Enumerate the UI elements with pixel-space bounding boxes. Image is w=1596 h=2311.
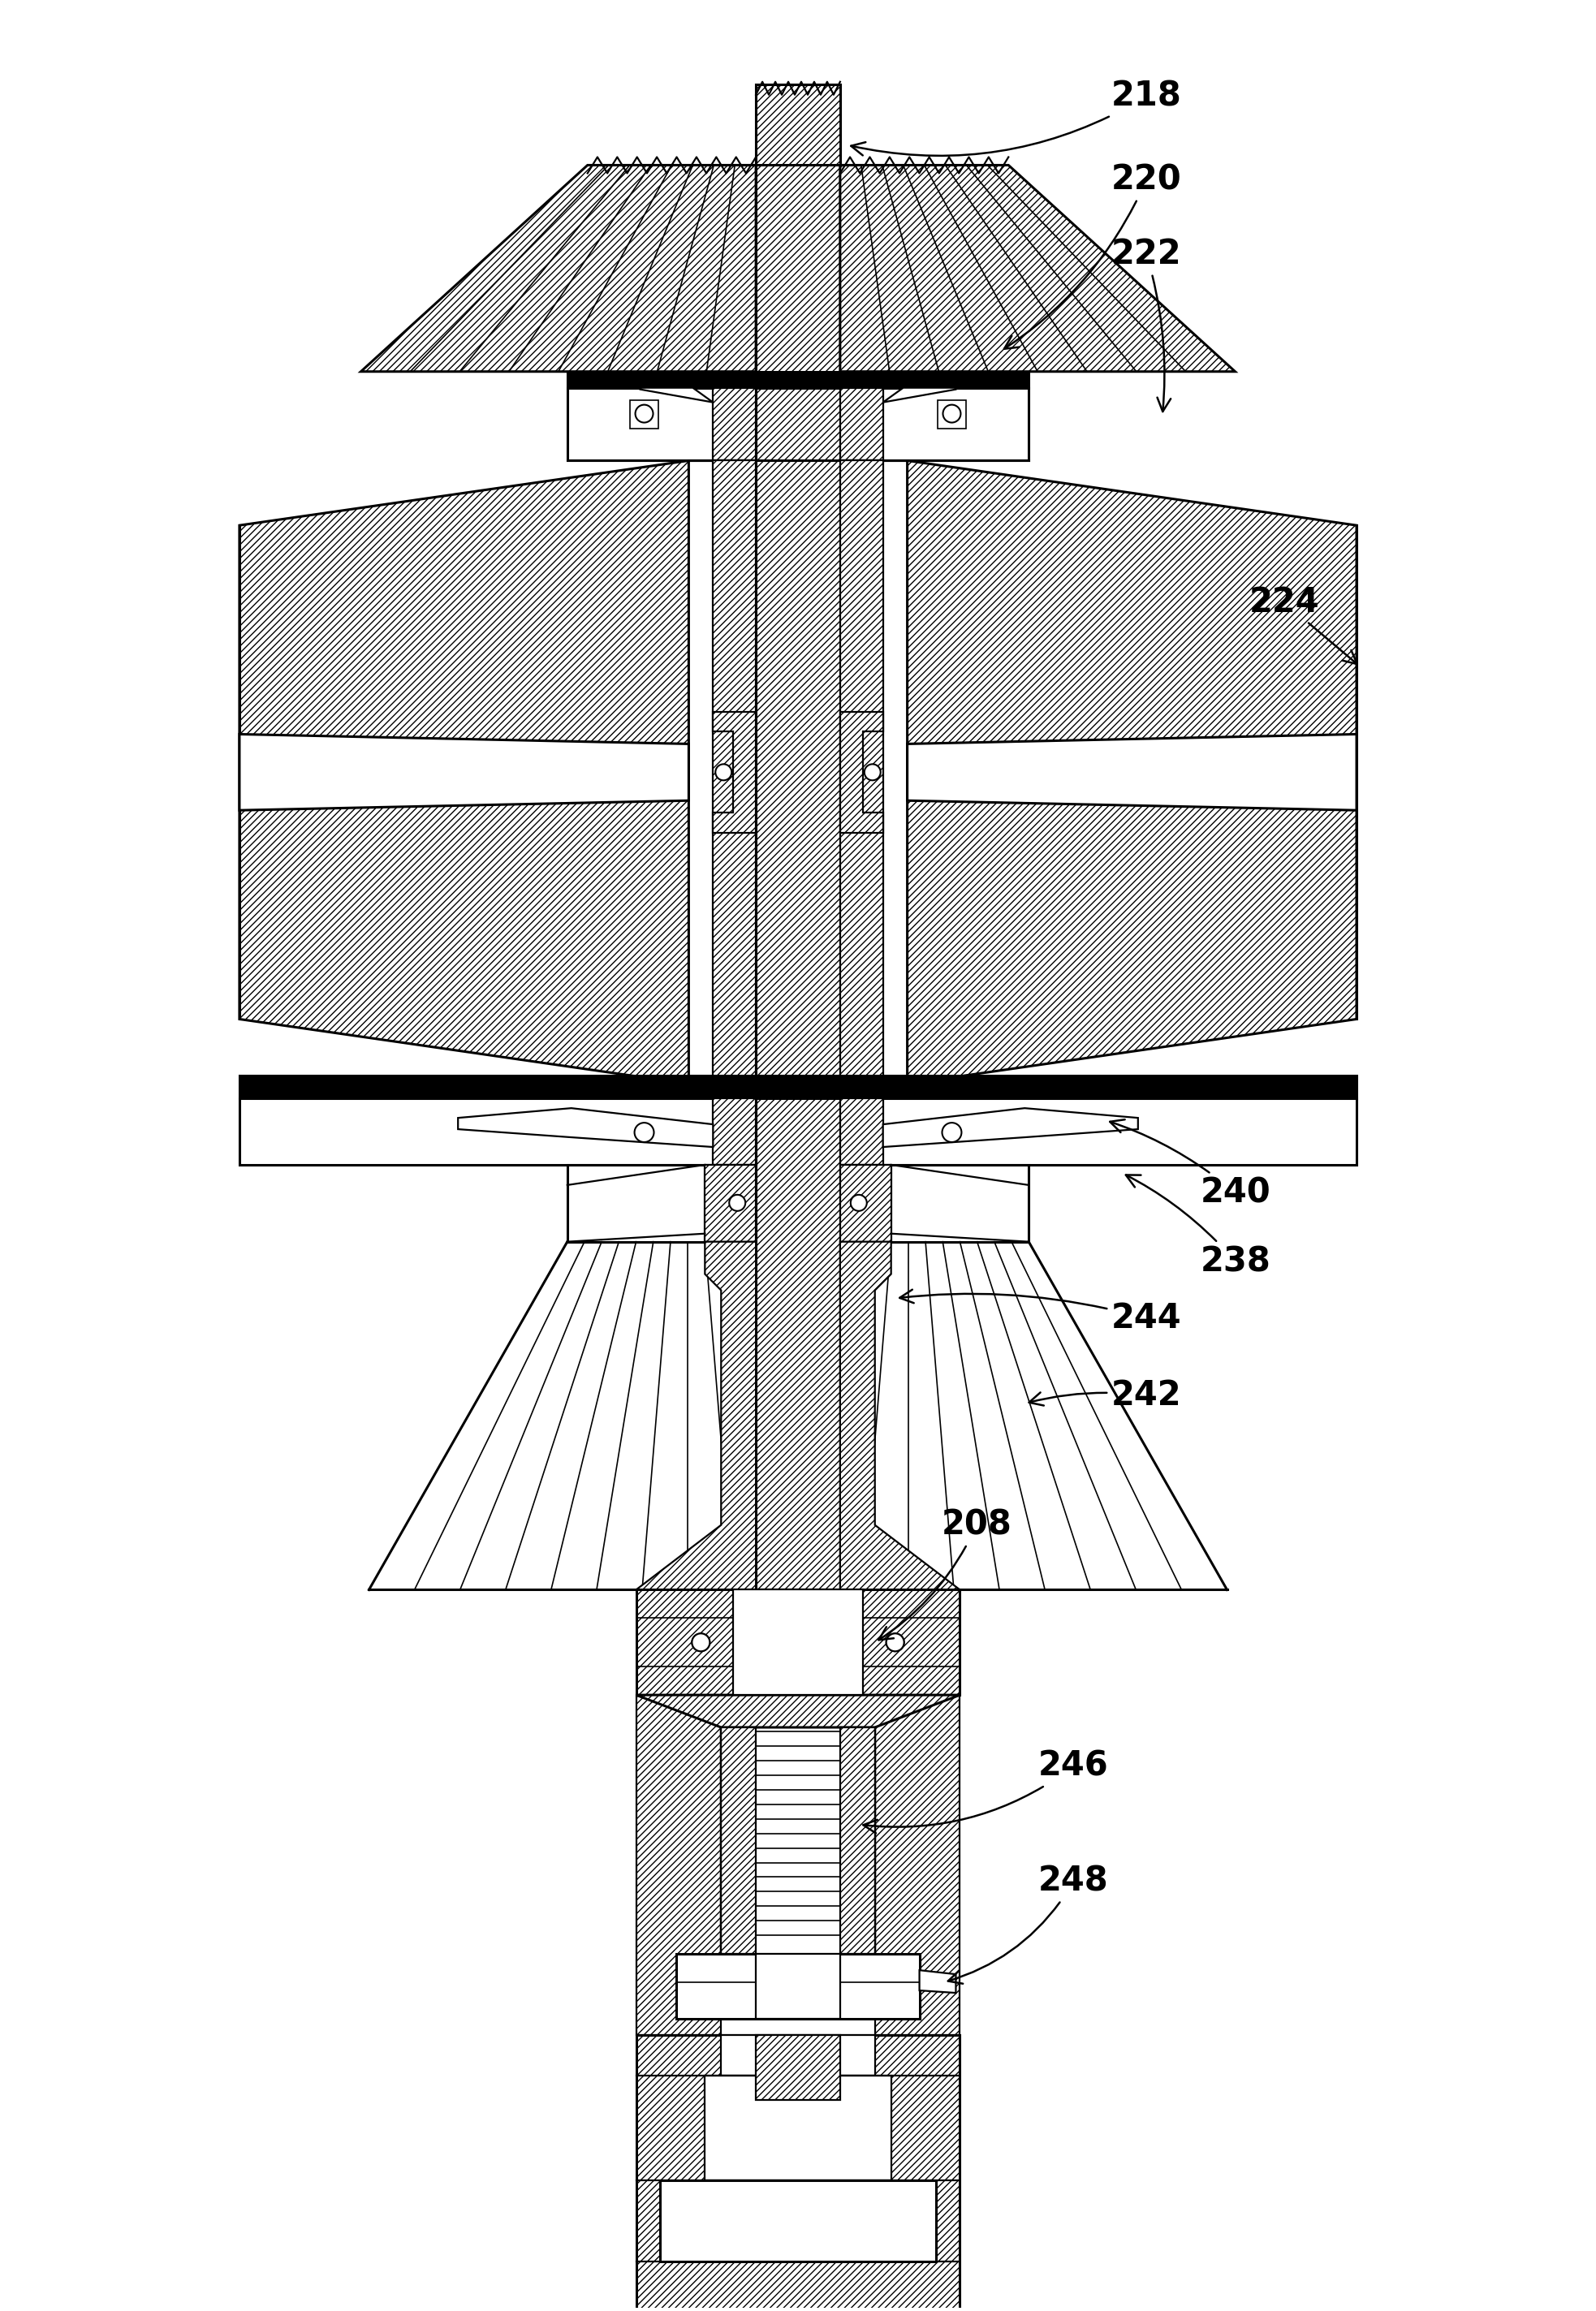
Polygon shape [705,2075,891,2182]
Polygon shape [907,735,1357,811]
Polygon shape [705,1165,757,1241]
Polygon shape [839,1726,875,1955]
Polygon shape [839,1098,1357,1165]
Polygon shape [907,460,1357,1084]
Polygon shape [713,388,757,460]
Polygon shape [839,460,883,1084]
Text: 248: 248 [948,1865,1109,1983]
Polygon shape [239,1098,757,1165]
Circle shape [693,1634,710,1652]
Polygon shape [637,1590,959,1694]
Polygon shape [713,712,757,832]
Polygon shape [757,1955,839,2020]
Polygon shape [839,1241,959,1590]
Polygon shape [239,735,689,811]
Circle shape [635,1123,654,1142]
Polygon shape [567,372,1029,388]
Polygon shape [713,460,757,1084]
Circle shape [715,765,731,781]
Polygon shape [919,1971,956,1992]
Circle shape [635,404,653,423]
Circle shape [729,1195,745,1211]
Text: 222: 222 [1111,238,1181,411]
Circle shape [693,1634,710,1652]
Polygon shape [361,164,757,372]
Polygon shape [883,388,956,402]
Polygon shape [839,712,883,832]
Polygon shape [677,1955,919,2020]
Polygon shape [937,400,966,428]
Circle shape [943,404,961,423]
Text: 218: 218 [851,79,1181,155]
Polygon shape [733,1590,863,1694]
Polygon shape [839,1098,883,1165]
Circle shape [942,1123,961,1142]
Text: 244: 244 [900,1290,1181,1336]
Polygon shape [637,2036,959,2311]
Circle shape [865,765,881,781]
Text: 220: 220 [1004,162,1181,349]
Polygon shape [839,164,1235,372]
Polygon shape [637,1694,959,1726]
Text: 242: 242 [1029,1377,1181,1412]
Circle shape [886,1634,903,1652]
Polygon shape [567,1165,757,1241]
Circle shape [851,1195,867,1211]
Text: 224: 224 [1250,585,1357,663]
Polygon shape [839,1165,891,1241]
Polygon shape [239,460,689,1084]
Polygon shape [640,388,713,402]
Polygon shape [721,2036,875,2075]
Polygon shape [757,83,839,164]
Polygon shape [458,1109,713,1146]
Polygon shape [875,1694,959,2036]
Text: 238: 238 [1125,1174,1270,1278]
Polygon shape [630,400,659,428]
Polygon shape [721,1726,757,1955]
Circle shape [886,1634,903,1652]
Polygon shape [661,2182,935,2262]
Polygon shape [637,1694,721,2036]
Polygon shape [637,1241,757,1590]
Polygon shape [239,1075,1357,1098]
Text: 240: 240 [1109,1119,1270,1211]
Polygon shape [757,2036,839,2101]
Polygon shape [883,1109,1138,1146]
Polygon shape [839,1165,1029,1241]
Text: 246: 246 [863,1749,1109,1833]
Polygon shape [839,388,883,460]
Polygon shape [757,83,839,1662]
Text: 208: 208 [879,1509,1012,1641]
Polygon shape [567,388,757,460]
Polygon shape [839,388,1029,460]
Polygon shape [713,1098,757,1165]
